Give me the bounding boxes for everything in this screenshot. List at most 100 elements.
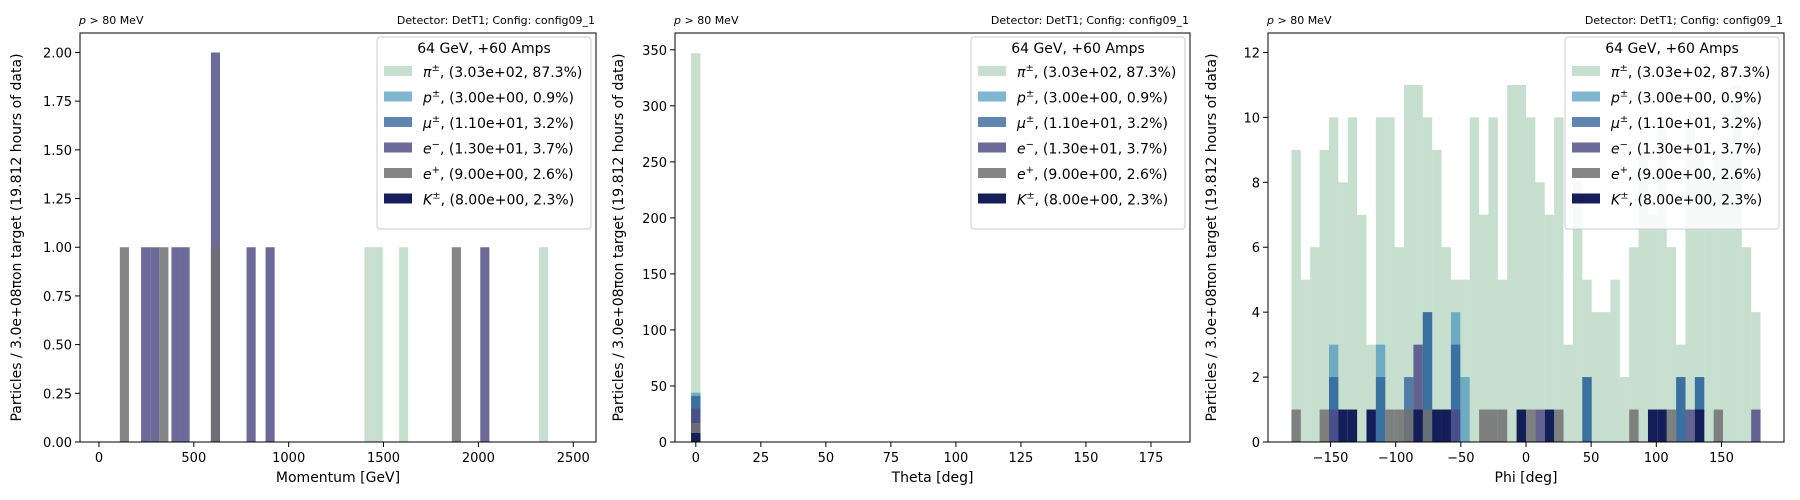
- y-tick-label: 0: [1252, 436, 1260, 451]
- legend-entry-pi: π±, (3.03e+02, 87.3%): [423, 63, 582, 81]
- histogram-bar-e-: [1328, 409, 1339, 442]
- histogram-bar-pi: [1404, 84, 1414, 442]
- x-tick-label: −50: [1447, 451, 1474, 466]
- histogram-bar-pi: [1460, 279, 1470, 442]
- legend-entry-e-: e−, (1.30e+01, 3.7%): [1017, 140, 1168, 158]
- histogram-bar-pi: [1291, 149, 1301, 443]
- x-axis-label: Theta [deg]: [891, 470, 974, 486]
- histogram-bar-pi: [1647, 214, 1658, 442]
- histogram-bar-pi: [1488, 117, 1498, 443]
- y-tick-label: 1.50: [43, 144, 72, 159]
- x-tick-label: 100: [1644, 451, 1669, 466]
- histogram-bar-pi: [1479, 214, 1489, 442]
- y-tick-label: 1.00: [43, 241, 72, 256]
- histogram-bar-e-: [180, 247, 190, 442]
- legend-entry-p: p±, (3.00e+00, 0.9%): [1610, 89, 1762, 107]
- histogram-bar-pi: [1563, 344, 1573, 442]
- histogram-bar-pi: [1666, 247, 1677, 442]
- histogram-bar-pi: [1638, 149, 1648, 443]
- legend: 64 GeV, +60 Amps π±, (3.03e+02, 87.3%) p±,…: [1564, 36, 1780, 230]
- histogram-bar-pi: [1751, 312, 1761, 442]
- histogram-bar-e-: [210, 52, 221, 442]
- histogram-bar-pi: [1535, 182, 1545, 442]
- detector-config-label: Detector: DetT1; Config: config09_1: [1585, 14, 1783, 27]
- x-tick-label: 175: [1139, 451, 1164, 466]
- legend-swatch-pi: [384, 66, 412, 76]
- y-axis-label: Particles / 3.0e+08πon target (19.812 ho…: [9, 53, 25, 421]
- histogram-bar-e+: [1497, 409, 1508, 442]
- legend-swatch-K: [1572, 193, 1600, 204]
- histogram-bar-pi: [1657, 117, 1667, 443]
- histogram-bar-K: [1657, 409, 1667, 442]
- cut-label: p > 80 MeV: [1266, 14, 1332, 27]
- legend-entry-e+: e+, (9.00e+00, 2.6%): [1017, 165, 1168, 183]
- histogram-bar-e+: [1526, 409, 1536, 442]
- histogram-bar-e-: [1413, 344, 1423, 442]
- legend-swatch-mu: [384, 117, 412, 127]
- legend-entry-e-: e−, (1.30e+01, 3.7%): [423, 140, 574, 158]
- histogram-bar-mu: [1375, 377, 1386, 442]
- histogram-bar-pi: [539, 247, 549, 442]
- histogram-bar-pi: [1366, 344, 1376, 442]
- histogram-bar-mu: [1450, 344, 1461, 442]
- legend-swatch-K: [978, 193, 1006, 204]
- histogram-bar-e-: [141, 247, 151, 442]
- legend-swatch-e+: [384, 168, 412, 178]
- legend-entry-e-: e−, (1.30e+01, 3.7%): [1611, 140, 1762, 158]
- histogram-bar-e-: [1685, 409, 1695, 442]
- legend-entry-p: p±, (3.00e+00, 0.9%): [1016, 89, 1168, 107]
- detector-config-label: Detector: DetT1; Config: config09_1: [397, 14, 595, 27]
- x-tick-label: 100: [943, 451, 968, 466]
- chart-panel-1: p > 80 MeV Detector: DetT1; Config: confi…: [9, 14, 597, 486]
- x-tick-label: 500: [181, 451, 206, 466]
- histogram-bar-pi: [1591, 312, 1602, 442]
- legend-entry-p: p±, (3.00e+00, 0.9%): [422, 89, 574, 107]
- y-tick-label: 100: [642, 324, 667, 339]
- legend-entry-pi: π±, (3.03e+02, 87.3%): [1017, 63, 1176, 81]
- histogram-bar-K: [1366, 409, 1376, 442]
- x-axis-label: Momentum [GeV]: [276, 470, 400, 486]
- histogram-bar-pi: [1685, 117, 1695, 443]
- histogram-bar-e-: [171, 247, 181, 442]
- x-tick-label: 0: [692, 451, 700, 466]
- histogram-bar-pi: [1741, 247, 1752, 442]
- histogram-bar-pi: [1422, 117, 1433, 443]
- x-tick-label: −100: [1378, 451, 1414, 466]
- histogram-bar-mu: [1582, 377, 1592, 442]
- legend: 64 GeV, +60 Amps π±, (3.03e+02, 87.3%) p±,…: [970, 36, 1186, 230]
- histogram-bar-e+: [1319, 409, 1329, 442]
- histogram-bar-pi: [364, 247, 374, 442]
- legend-entry-e+: e+, (9.00e+00, 2.6%): [423, 165, 574, 183]
- y-tick-label: 350: [642, 44, 667, 59]
- y-axis-label: Particles / 3.0e+08πon target (19.812 ho…: [1204, 53, 1220, 421]
- x-tick-label: 0: [1522, 451, 1530, 466]
- legend-swatch-e+: [1572, 168, 1600, 178]
- legend-frame: [376, 36, 592, 230]
- detector-config-label: Detector: DetT1; Config: config09_1: [991, 14, 1189, 27]
- legend-title: 64 GeV, +60 Amps: [417, 41, 551, 57]
- legend-entry-e+: e+, (9.00e+00, 2.6%): [1611, 165, 1762, 183]
- histogram-bar-K: [1647, 409, 1658, 442]
- histogram-bar-e+: [1488, 409, 1498, 442]
- histogram-bar-pi: [1469, 117, 1480, 443]
- legend-frame: [1564, 36, 1780, 230]
- chart-panel-3: p > 80 MeV Detector: DetT1; Config: confi…: [1204, 14, 1785, 486]
- histogram-bar-pi: [399, 247, 409, 442]
- histogram-bar-pi: [1413, 84, 1423, 442]
- y-tick-label: 0: [659, 436, 667, 451]
- x-tick-label: 1500: [367, 451, 400, 466]
- histogram-bar-K: [691, 433, 701, 442]
- y-tick-label: 1.25: [43, 193, 72, 208]
- x-tick-label: 1000: [272, 451, 305, 466]
- y-tick-label: 6: [1252, 241, 1260, 256]
- histogram-bar-K: [1347, 409, 1358, 442]
- x-axis-label: Phi [deg]: [1495, 470, 1558, 486]
- x-tick-label: 150: [1709, 451, 1734, 466]
- axes-frame: [674, 32, 1191, 443]
- histogram-bar-e+: [1291, 409, 1301, 442]
- histogram-bar-e+: [1713, 409, 1724, 442]
- legend-title: 64 GeV, +60 Amps: [1011, 41, 1145, 57]
- histogram-bar-mu: [1694, 377, 1705, 442]
- histogram-bar-pi: [373, 247, 383, 442]
